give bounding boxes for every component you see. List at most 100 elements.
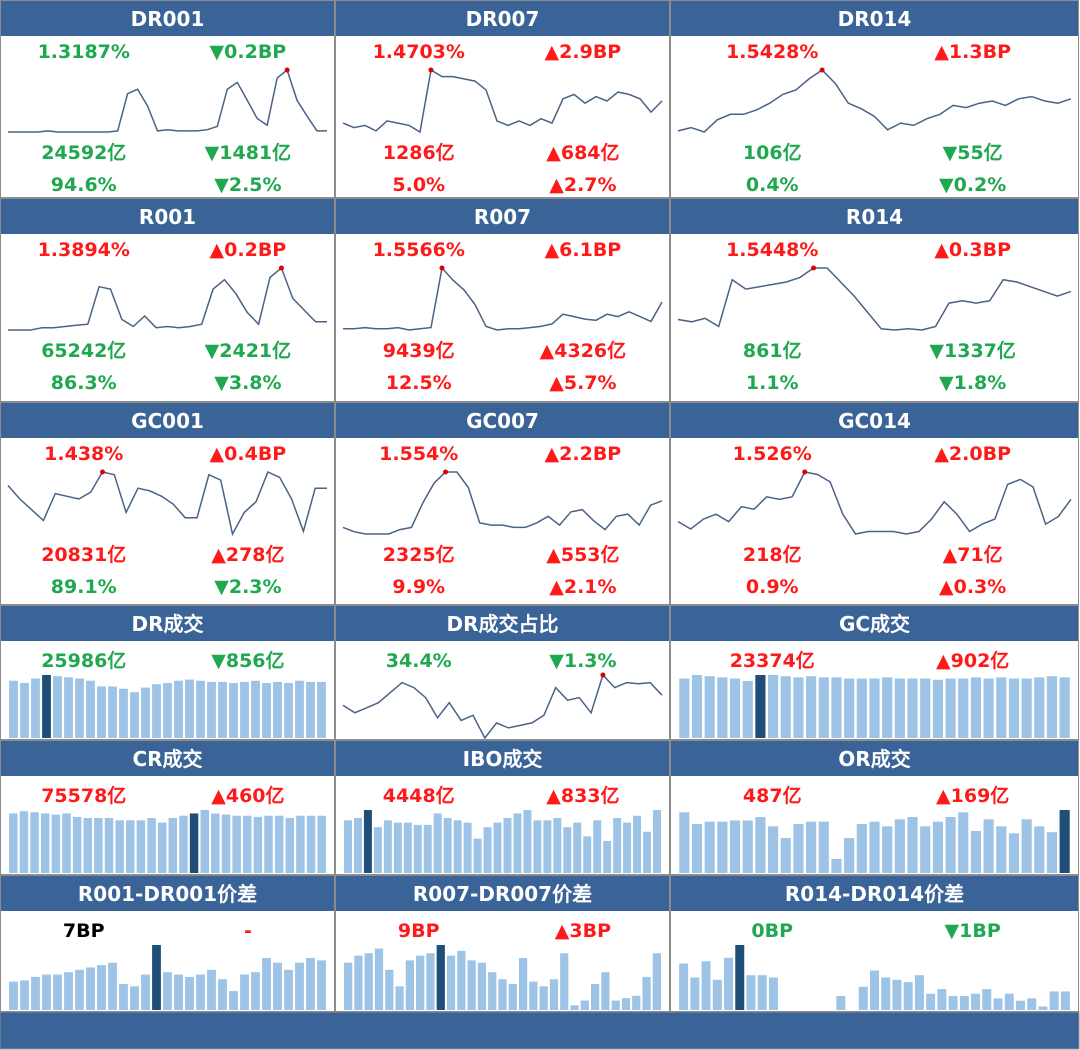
bar bbox=[141, 974, 150, 1010]
panel-header bbox=[1, 876, 334, 911]
bar bbox=[9, 813, 18, 873]
bar bbox=[477, 962, 487, 1010]
bar bbox=[53, 676, 62, 738]
bar bbox=[157, 822, 167, 873]
bar bbox=[75, 678, 84, 738]
bar bbox=[563, 827, 572, 873]
bar bbox=[601, 972, 610, 1010]
bar bbox=[831, 859, 842, 873]
value-right: ▲2.7% bbox=[549, 174, 616, 196]
value-left: 20831亿 bbox=[41, 543, 126, 566]
bar bbox=[593, 820, 602, 873]
bar bbox=[152, 945, 161, 1010]
bar bbox=[108, 686, 117, 738]
panel-header bbox=[1, 606, 334, 641]
bar bbox=[543, 820, 552, 873]
value-right: ▼2.5% bbox=[214, 174, 281, 196]
bar bbox=[317, 960, 326, 1010]
panel-title: DR014 bbox=[838, 7, 912, 31]
bar bbox=[856, 824, 867, 873]
value-right: ▼1.8% bbox=[939, 372, 1006, 394]
bar bbox=[945, 817, 956, 873]
panel-border bbox=[0, 402, 335, 605]
bar bbox=[573, 822, 582, 873]
peak-marker bbox=[819, 67, 825, 73]
value-left: 65242亿 bbox=[41, 339, 126, 362]
bar bbox=[1027, 998, 1037, 1010]
value-right: ▲0.4BP bbox=[210, 443, 287, 465]
peak-marker bbox=[278, 265, 284, 271]
sparkline bbox=[7, 470, 327, 537]
bar bbox=[690, 977, 700, 1010]
bar bbox=[306, 815, 316, 873]
value-left: 1286亿 bbox=[383, 141, 455, 164]
value-right: ▲3BP bbox=[555, 920, 611, 942]
value-right: ▲6.1BP bbox=[545, 239, 622, 261]
bar bbox=[724, 957, 734, 1010]
bar bbox=[483, 827, 492, 873]
bar bbox=[518, 958, 528, 1010]
bar bbox=[426, 953, 435, 1010]
bar bbox=[284, 969, 293, 1010]
bar bbox=[40, 813, 50, 873]
bar bbox=[970, 831, 981, 873]
panel-border bbox=[670, 740, 1079, 875]
bar bbox=[892, 979, 902, 1010]
value-right: ▼2.3% bbox=[214, 576, 281, 598]
value-right: ▲684亿 bbox=[546, 141, 619, 164]
bar bbox=[882, 677, 893, 738]
panel-header bbox=[336, 876, 669, 911]
panel-border bbox=[670, 0, 1079, 198]
bar bbox=[983, 819, 994, 873]
bar bbox=[306, 958, 315, 1010]
panel-border bbox=[335, 402, 670, 605]
bar bbox=[174, 680, 183, 738]
panel-title: R014 bbox=[846, 205, 903, 229]
panel-header bbox=[336, 403, 669, 438]
bar bbox=[416, 955, 425, 1010]
panel-header bbox=[336, 199, 669, 234]
bar bbox=[508, 984, 517, 1010]
panel-header bbox=[336, 1, 669, 36]
value-left: 1.1% bbox=[746, 372, 799, 394]
bar bbox=[174, 974, 183, 1010]
bar bbox=[262, 683, 271, 738]
value-right: ▲1.3BP bbox=[934, 41, 1011, 63]
bar bbox=[932, 679, 943, 738]
bar bbox=[264, 815, 273, 873]
panel-header bbox=[1, 199, 334, 234]
panel-header bbox=[671, 199, 1078, 234]
bar bbox=[844, 678, 855, 738]
bar bbox=[735, 945, 745, 1010]
bar bbox=[818, 821, 829, 873]
peak-marker bbox=[802, 469, 808, 475]
bar bbox=[218, 979, 227, 1010]
value-left: 34.4% bbox=[386, 650, 452, 672]
bar bbox=[53, 974, 62, 1010]
bar bbox=[945, 678, 956, 738]
sparkline bbox=[342, 68, 663, 134]
bar bbox=[937, 989, 947, 1010]
panel-title: GC014 bbox=[838, 409, 911, 433]
bar bbox=[179, 815, 188, 873]
bar bbox=[242, 815, 252, 873]
bar bbox=[982, 989, 992, 1010]
sparkline bbox=[343, 266, 663, 331]
bar bbox=[344, 962, 353, 1010]
bar bbox=[262, 958, 271, 1010]
panel-border bbox=[0, 605, 335, 740]
bar bbox=[200, 810, 209, 873]
bar bbox=[130, 692, 139, 738]
bar bbox=[130, 986, 139, 1010]
bar bbox=[513, 813, 522, 873]
bar bbox=[493, 822, 502, 873]
bar bbox=[423, 824, 432, 873]
bar bbox=[757, 975, 767, 1010]
panel-header bbox=[671, 741, 1078, 776]
value-right: ▲902亿 bbox=[936, 649, 1009, 672]
panel-border bbox=[0, 0, 335, 198]
bar bbox=[1059, 677, 1070, 738]
value-left: 12.5% bbox=[386, 372, 452, 394]
bar bbox=[780, 676, 791, 738]
